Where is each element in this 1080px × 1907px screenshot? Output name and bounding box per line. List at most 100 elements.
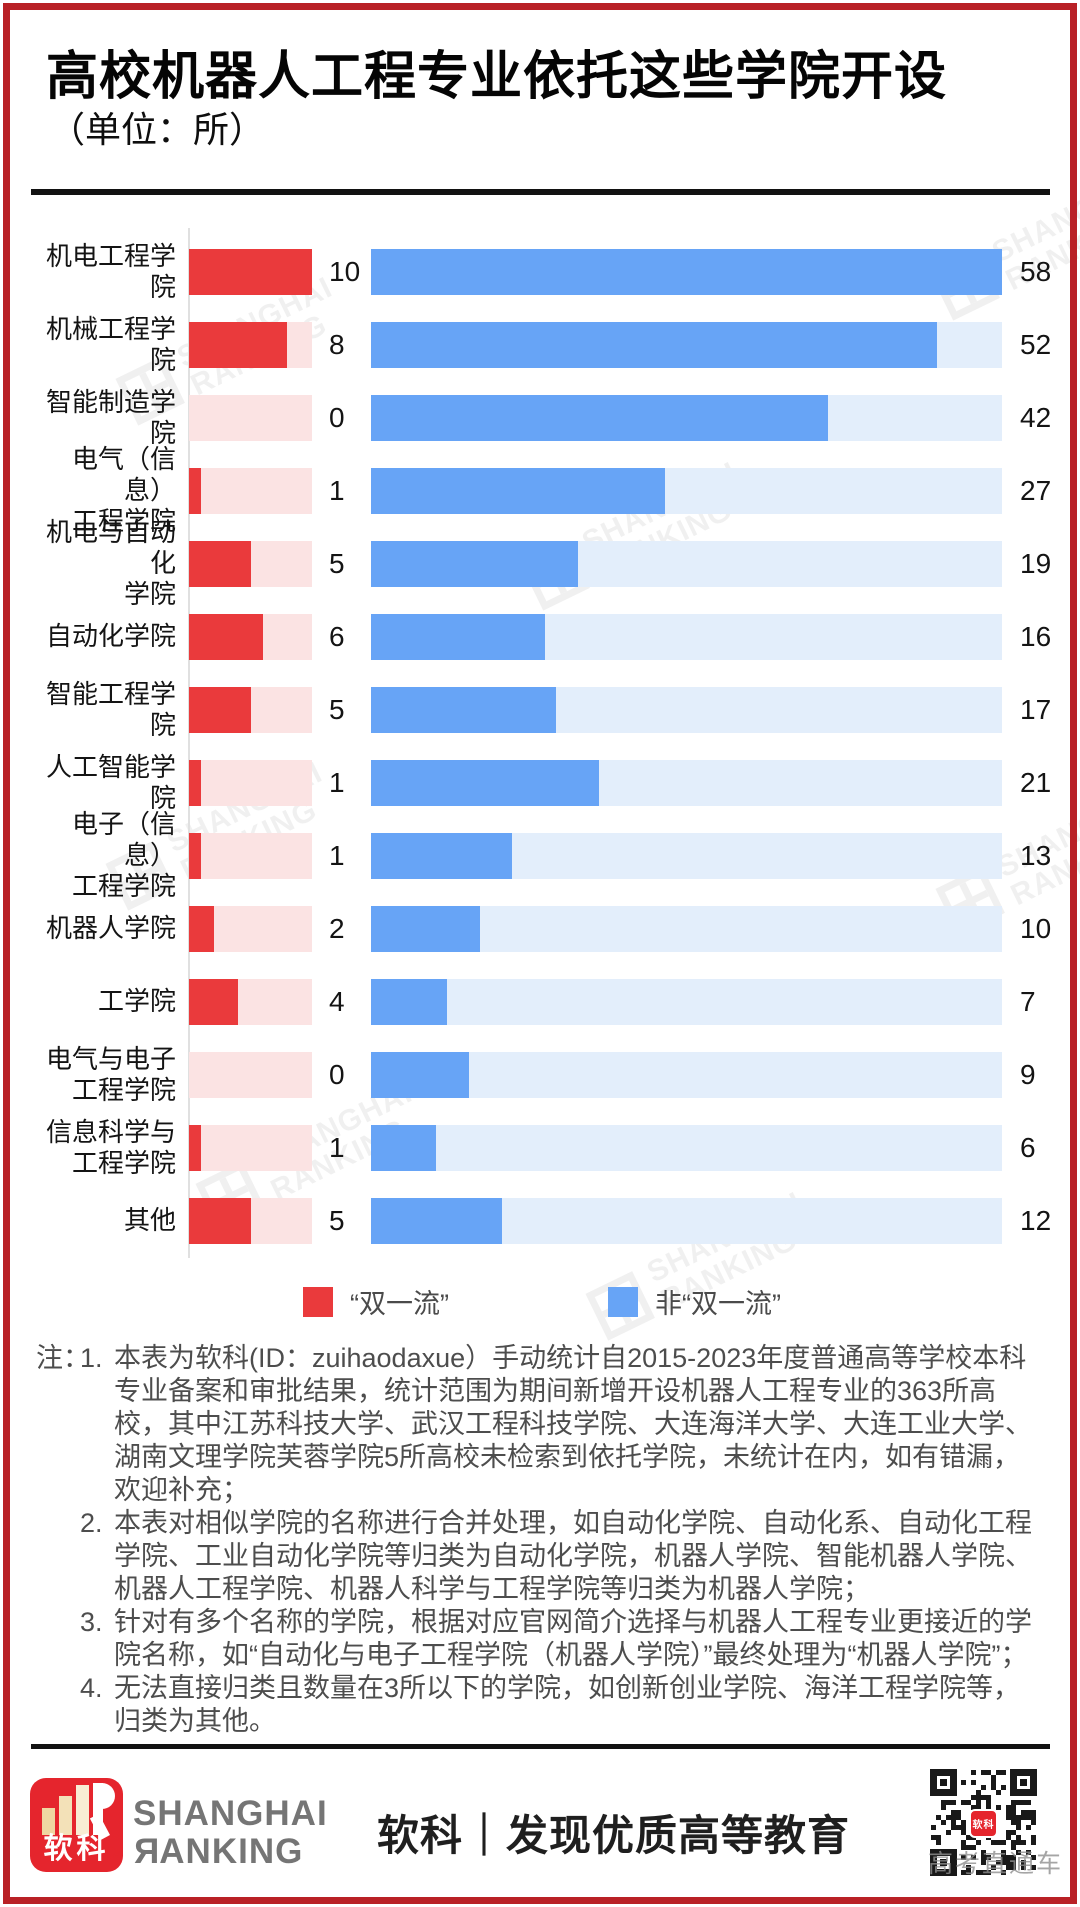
blue-bar [371,1051,469,1098]
blue-value-label: 17 [1020,693,1052,725]
logo-bar-icon [76,1785,89,1835]
red-value-label: 0 [329,401,345,433]
category-label: 机器人学院 [45,913,176,943]
chart-legend: “双一流” 非“双一流” [0,1282,1080,1319]
blue-bar [371,248,1002,295]
shanghairanking-logo: 软科 [30,1778,123,1872]
chart-row: 其他 5 12 [30,1184,1060,1257]
blue-bar [371,1124,437,1171]
red-value-label: 1 [329,1131,345,1163]
footer-tagline: 软科｜发现优质高等教育 [377,1812,851,1859]
red-bar [189,978,239,1025]
red-bar [189,905,214,952]
red-value-label: 0 [329,1058,345,1090]
blue-value-label: 58 [1020,255,1052,287]
brand-line1: SHANGHAI [133,1794,328,1833]
red-bar-track [189,1124,312,1171]
blue-bar-track [371,467,1002,514]
red-bar-track [189,467,312,514]
chart-row: 机电与自动化 学院 5 19 [30,517,1060,609]
category-label: 电子（信息） 工程学院 [71,809,176,901]
category-label: 工学院 [97,986,176,1016]
red-value-label: 1 [329,839,345,871]
footnote-item: 无法直接归类且数量在3所以下的学院，如创新创业学院、海洋工程学院等，归类为其他。 [80,1672,1021,1736]
category-label: 智能工程学院 [45,678,176,740]
category-label: 智能制造学院 [45,386,176,448]
qr-code: 软科 [930,1766,1037,1878]
blue-bar [371,759,600,806]
chart-row: 机电工程学院 10 58 [30,235,1060,308]
blue-bar [371,686,556,733]
red-value-label: 10 [329,255,361,287]
blue-bar-track [371,248,1002,295]
blue-bar-track [371,321,1002,368]
logo-bar-icon [42,1808,55,1835]
blue-bar [371,321,937,368]
chart-row: 电气（信息） 工程学院 1 27 [30,444,1060,536]
logo-text: 软科 [43,1833,110,1865]
blue-bar [371,394,828,441]
brand-line2: RANKING [133,1832,304,1871]
red-bar [189,613,263,660]
blue-bar [371,978,448,1025]
red-bar-track [189,613,312,660]
category-label: 机电与自动化 学院 [45,517,176,609]
footer-divider [31,1744,1050,1749]
blue-bar-track [371,759,1002,806]
chart-row: 人工智能学院 1 21 [30,746,1060,819]
category-label: 机电工程学院 [45,240,176,302]
category-label: 信息科学与 工程学院 [45,1116,176,1178]
chart-row: 机械工程学院 8 52 [30,308,1060,381]
blue-value-label: 12 [1020,1204,1052,1236]
category-label: 人工智能学院 [45,751,176,813]
red-bar-track [189,978,312,1025]
footnote-item: 针对有多个名称的学院，根据对应官网简介选择与机器人工程专业更接近的学院名称，如“… [80,1606,1032,1670]
blue-bar-track [371,978,1002,1025]
legend-red-swatch [303,1286,333,1317]
footnotes: 注： 本表为软科(ID：zuihaodaxue）手动统计自2015-2023年度… [36,1342,1046,1738]
red-bar [189,832,202,879]
red-bar-track [189,905,312,952]
title-divider [31,189,1050,195]
chart-row: 智能工程学院 5 17 [30,673,1060,746]
red-bar-track [189,832,312,879]
blue-bar-track [371,613,1002,660]
red-bar-track [189,759,312,806]
logo-bar-icon [59,1796,72,1835]
chart-row: 智能制造学院 0 42 [30,381,1060,454]
chart-unit-subtitle: （单位：所） [49,109,266,150]
blue-value-label: 16 [1020,620,1052,652]
red-value-label: 1 [329,474,345,506]
red-bar [189,321,288,368]
footnotes-prefix: 注： [36,1343,90,1373]
blue-value-label: 7 [1020,985,1036,1017]
category-label: 机械工程学院 [45,313,176,375]
bar-chart: 机电工程学院 10 58 机械工程学院 8 52 智能制造学院 0 42 电气（信息） 工程学院 1… [30,235,1060,1257]
qr-finder-icon [930,1849,957,1876]
chart-row: 信息科学与 工程学院 1 6 [30,1111,1060,1184]
blue-bar [371,1197,502,1244]
logo-r-icon [93,1783,103,1835]
blue-bar [371,540,578,587]
blue-value-label: 52 [1020,328,1052,360]
blue-bar-track [371,1124,1002,1171]
blue-bar [371,905,480,952]
category-label: 自动化学院 [45,621,176,651]
red-bar-track [189,686,312,733]
qr-caption: 高考直通车 [928,1850,1064,1878]
red-bar-track [189,321,312,368]
blue-bar [371,832,513,879]
red-value-label: 6 [329,620,345,652]
red-value-label: 5 [329,1204,345,1236]
chart-row: 自动化学院 6 16 [30,600,1060,673]
blue-bar-track [371,832,1002,879]
blue-bar-track [371,540,1002,587]
category-label: 电气（信息） 工程学院 [71,444,176,536]
red-value-label: 2 [329,912,345,944]
blue-value-label: 42 [1020,401,1052,433]
legend-label: “双一流” [350,1289,449,1319]
footnote-item: 本表为软科(ID：zuihaodaxue）手动统计自2015-2023年度普通高… [80,1342,1032,1505]
blue-value-label: 6 [1020,1131,1036,1163]
blue-bar-track [371,686,1002,733]
